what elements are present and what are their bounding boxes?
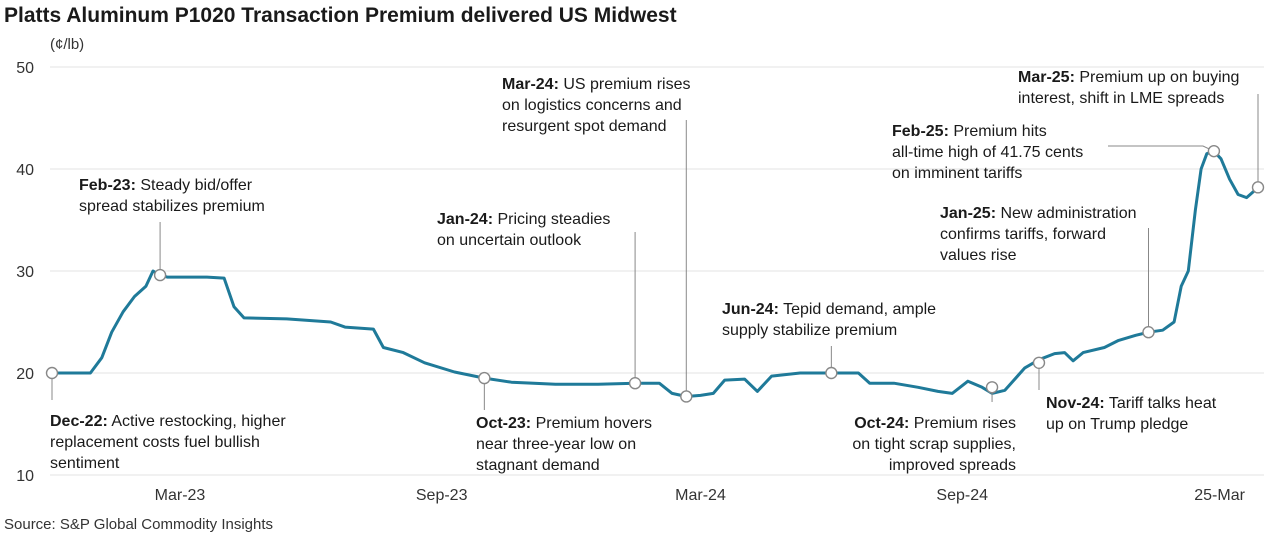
annotation-text: Dec-22: Active restocking, higher replace… (50, 413, 286, 472)
x-tick-label: Sep-24 (936, 487, 988, 504)
annotation-text: Feb-25: Premium hits all-time high of 41.… (892, 123, 1083, 182)
annotation-text: Jun-24: Tepid demand, ample supply stabil… (722, 301, 936, 339)
y-tick-label: 30 (16, 264, 34, 281)
y-tick-label: 10 (16, 468, 34, 485)
annotation-text: Jan-25: New administration confirms tarif… (940, 205, 1137, 264)
y-tick-label: 20 (16, 366, 34, 383)
x-tick-label: Mar-24 (675, 487, 726, 504)
y-tick-label: 50 (16, 60, 34, 77)
annotation-marker (628, 377, 642, 390)
annotation-text: Feb-23: Steady bid/offer spread stabilize… (79, 177, 265, 215)
x-tick-label: 25-Mar (1194, 487, 1245, 504)
annotation-text: Mar-24: US premium rises on logistics con… (502, 76, 690, 135)
annotation-marker (45, 366, 59, 380)
annotation-text: Mar-25: Premium up on buying interest, sh… (1018, 69, 1239, 107)
annotation-leader (1108, 145, 1215, 152)
annotation-marker (1251, 181, 1265, 194)
chart-title: Platts Aluminum P1020 Transaction Premiu… (4, 4, 677, 27)
annotation-marker (478, 371, 491, 385)
annotation-text: Nov-24: Tariff talks heat up on Trump ple… (1046, 395, 1217, 433)
annotation-marker (1207, 144, 1221, 158)
source-note: Source: S&P Global Commodity Insights (4, 516, 274, 533)
y-tick-label: 40 (16, 162, 34, 179)
annotation-marker (825, 366, 838, 380)
y-axis-unit: (¢/lb) (50, 36, 85, 53)
annotation-text: Jan-24: Pricing steadies on uncertain out… (437, 211, 610, 249)
annotation-marker (680, 390, 693, 403)
series-line (52, 149, 1260, 398)
x-tick-label: Mar-23 (155, 487, 206, 504)
annotation-text: Oct-23: Premium hovers near three-year lo… (476, 415, 652, 474)
annotation-marker (153, 268, 167, 282)
x-tick-label: Sep-23 (416, 487, 468, 504)
annotation-text: Oct-24: Premium rises on tight scrap supp… (852, 415, 1016, 474)
annotation-marker (985, 381, 999, 394)
annotation-marker (1032, 356, 1046, 369)
annotation-marker (1142, 326, 1155, 339)
